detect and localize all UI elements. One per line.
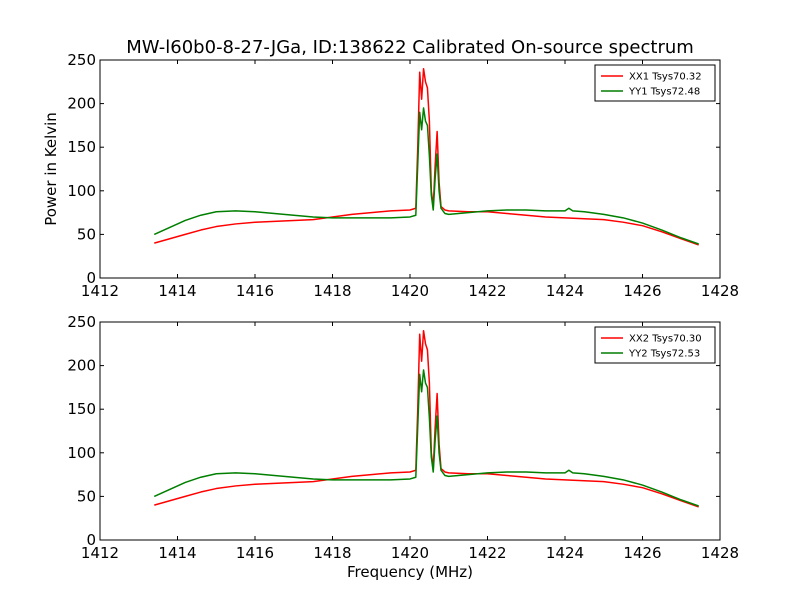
legend-box (594, 326, 716, 364)
legend: XX2 Tsys70.30 YY2 Tsys72.53 (594, 326, 716, 364)
x-tick-label: 1420 (391, 282, 429, 300)
x-tick-label: 1426 (623, 544, 661, 562)
y-axis-label: Power in Kelvin (42, 112, 60, 226)
y-tick-label: 0 (86, 269, 96, 287)
figure-title: MW-l60b0-8-27-JGa, ID:138622 Calibrated … (126, 37, 694, 58)
x-tick-label: 1420 (391, 544, 429, 562)
y-tick-label: 200 (67, 95, 96, 113)
series-line-1-2 (153, 107, 699, 245)
legend-entry: XX1 Tsys70.32 (629, 72, 702, 83)
x-tick-label: 1416 (236, 282, 274, 300)
series-line-2-1 (154, 329, 699, 508)
x-tick-label: 1414 (158, 544, 196, 562)
y-tick-label: 250 (67, 51, 96, 69)
x-tick-label: 1428 (701, 282, 739, 300)
y-tick-label: 100 (67, 444, 96, 462)
x-tick-label: 1426 (623, 282, 661, 300)
y-tick-label: 0 (86, 531, 96, 549)
y-tick-label: 200 (67, 357, 96, 375)
x-tick-label: 1416 (236, 544, 274, 562)
x-tick-label: 1412 (81, 544, 119, 562)
x-axis-label: Frequency (MHz) (347, 563, 473, 581)
x-tick-label: 1428 (701, 544, 739, 562)
x-tick-label: 1412 (81, 282, 119, 300)
x-tick-label: 1418 (313, 282, 351, 300)
y-tick-label: 100 (67, 182, 96, 200)
x-tick-label: 1424 (546, 544, 584, 562)
chart-panel-2: 1412 1414 1416 1418 1420 1422 1424 1426 1428 0 50 1… (67, 313, 739, 581)
chart-panel-1: 1412 1414 1416 1418 1420 1422 1424 1426 1428 0 50 1… (42, 51, 739, 300)
y-tick-label: 50 (77, 225, 96, 243)
x-tick-label: 1418 (313, 544, 351, 562)
legend-entry: XX2 Tsys70.30 (629, 334, 702, 345)
x-tick-label: 1422 (468, 544, 506, 562)
series-line-2-2 (153, 369, 699, 507)
x-tick-label: 1414 (158, 282, 196, 300)
legend-entry: YY2 Tsys72.53 (628, 349, 700, 360)
legend-box (594, 64, 716, 102)
y-tick-label: 250 (67, 313, 96, 331)
x-tick-label: 1422 (468, 282, 506, 300)
y-tick-label: 150 (67, 400, 96, 418)
legend-entry: YY1 Tsys72.48 (628, 87, 700, 98)
y-tick-label: 150 (67, 138, 96, 156)
x-tick-label: 1424 (546, 282, 584, 300)
legend: XX1 Tsys70.32 YY1 Tsys72.48 (594, 64, 716, 102)
y-tick-label: 50 (77, 487, 96, 505)
series-line-1-1 (154, 67, 699, 246)
panels-group: 1412 1414 1416 1418 1420 1422 1424 1426 1428 0 50 1… (42, 51, 739, 581)
